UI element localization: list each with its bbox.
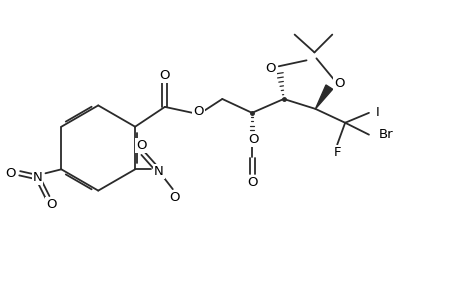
Text: O: O [135, 139, 146, 152]
Text: O: O [247, 133, 257, 146]
Text: O: O [6, 167, 16, 180]
Text: O: O [333, 76, 344, 90]
Text: O: O [46, 199, 56, 212]
Text: I: I [375, 106, 379, 119]
Text: N: N [33, 171, 42, 184]
Text: O: O [193, 105, 203, 119]
Text: O: O [159, 69, 170, 82]
Text: O: O [246, 176, 257, 189]
Text: F: F [333, 146, 340, 159]
Text: O: O [169, 190, 179, 204]
Text: Br: Br [378, 128, 392, 141]
Text: O: O [265, 62, 275, 75]
Polygon shape [315, 85, 332, 109]
Text: N: N [154, 165, 163, 178]
